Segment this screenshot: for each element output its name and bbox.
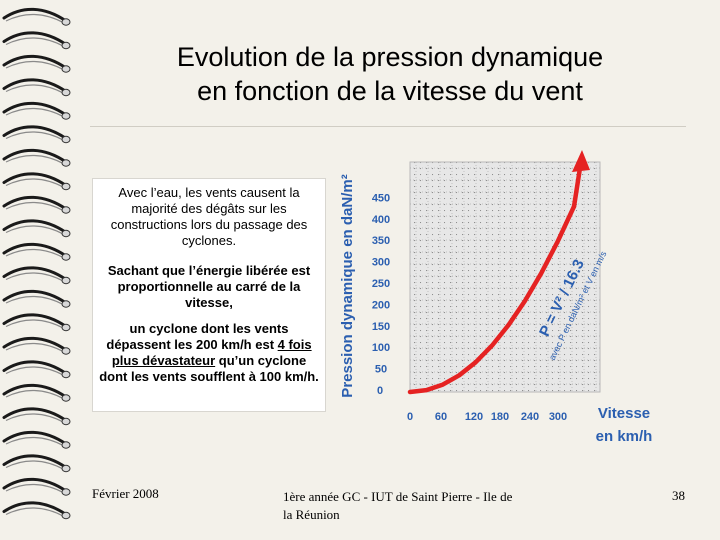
y-tick-label: 400: [372, 214, 390, 226]
spiral-ring: [2, 54, 71, 73]
spiral-ring: [2, 360, 71, 379]
spiral-ring: [2, 31, 71, 50]
title-line-2: en fonction de la vitesse du vent: [197, 76, 583, 106]
spiral-binding: [2, 7, 71, 520]
y-tick-label: 450: [372, 192, 390, 204]
spiral-ring: [2, 172, 71, 191]
explanation-paragraph-2: Sachant que l’énergie libérée est propor…: [107, 263, 311, 310]
title-divider: [90, 126, 686, 127]
spiral-ring: [2, 7, 71, 26]
spiral-ring: [2, 477, 71, 496]
spiral-ring: [2, 313, 71, 332]
spiral-ring: [2, 430, 71, 449]
x-tick-label: 300: [549, 411, 567, 423]
spiral-ring: [2, 336, 71, 355]
y-axis-label: Pression dynamique en daN/m²: [339, 174, 356, 397]
title-line-1: Evolution de la pression dynamique: [176, 42, 604, 72]
x-axis-label-line-2: en km/h: [596, 428, 653, 445]
x-tick-labels: 0 60 120 180 240 300: [407, 411, 567, 423]
y-tick-label: 350: [372, 235, 390, 247]
y-tick-label: 50: [375, 364, 387, 376]
y-tick-label: 0: [377, 385, 383, 397]
y-tick-label: 150: [372, 321, 390, 333]
x-tick-label: 0: [407, 411, 413, 423]
spiral-ring: [2, 407, 71, 426]
y-tick-labels: 0 50 100 150 200 250 300 350 400 450: [372, 192, 390, 397]
explanation-paragraph-1: Avec l’eau, les vents causent la majorit…: [110, 185, 308, 248]
y-tick-label: 100: [372, 342, 390, 354]
spiral-ring: [2, 148, 71, 167]
x-tick-label: 240: [521, 411, 539, 423]
curve-extension: [571, 165, 583, 209]
slide-title: Evolution de la pression dynamique en fo…: [90, 40, 690, 108]
spiral-ring: [2, 454, 71, 473]
explanation-box: Avec l’eau, les vents causent la majorit…: [92, 178, 326, 412]
grid-lines: [410, 162, 600, 392]
page-number: 38: [672, 488, 685, 503]
plot-area: [409, 161, 601, 393]
y-tick-label: 250: [372, 278, 390, 290]
x-tick-label: 120: [465, 411, 483, 423]
x-axis-label-line-1: Vitesse: [598, 405, 650, 422]
paragraph-3-start: un cyclone dont les vents dépassent les …: [106, 321, 289, 352]
spiral-ring: [2, 195, 71, 214]
spiral-ring: [2, 78, 71, 97]
paragraph-3-emphasis: 4 fois plus dévastateur: [111, 337, 312, 368]
footer-institution: 1ère année GC - IUT de Saint Pierre - Il…: [283, 489, 513, 522]
explanation-paragraph-3: un cyclone dont les vents dépassent les …: [99, 321, 319, 385]
spiral-ring: [2, 242, 71, 261]
x-tick-label: 60: [435, 411, 447, 423]
y-tick-label: 200: [372, 299, 390, 311]
spiral-ring: [2, 125, 71, 144]
spiral-ring: [2, 266, 71, 285]
y-tick-label: 300: [372, 257, 390, 269]
arrow-head: [572, 150, 590, 172]
footer-date: Février 2008: [92, 486, 159, 501]
spiral-ring: [2, 219, 71, 238]
spiral-ring: [2, 289, 71, 308]
x-tick-label: 180: [491, 411, 509, 423]
paragraph-3-end: qu’un cyclone dont les vents soufflent à…: [99, 353, 319, 384]
spiral-ring: [2, 501, 71, 520]
curve-layer: [407, 150, 590, 395]
spiral-ring: [2, 383, 71, 402]
spiral-ring: [2, 101, 71, 120]
